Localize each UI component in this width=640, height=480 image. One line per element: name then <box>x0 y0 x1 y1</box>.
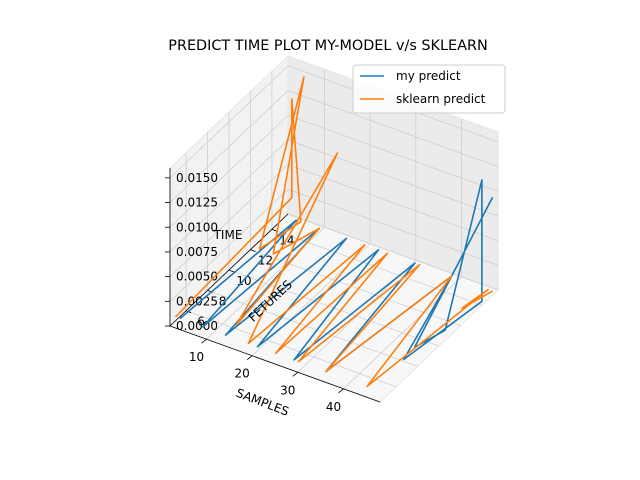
y-tick <box>271 228 278 232</box>
gridline-z-wall <box>169 189 289 302</box>
x-tick <box>201 338 207 344</box>
gridline-y-floor <box>207 289 418 367</box>
x-tick <box>338 388 344 394</box>
x-tick-label: 20 <box>235 367 250 381</box>
ticks: 10203040681012140.00000.00250.00500.0075… <box>165 171 344 414</box>
gridline-z-wall <box>169 114 289 228</box>
gridline-z-wall <box>287 213 499 291</box>
legend-label-my-predict: my predict <box>396 69 461 83</box>
series-line-my-predict <box>179 179 494 373</box>
z-tick-label: 0.0100 <box>176 220 218 234</box>
x-tick-label: 40 <box>326 400 341 414</box>
gridline-z-wall <box>287 90 499 167</box>
z-tick-label: 0.0075 <box>176 245 218 259</box>
gridline-z-wall <box>169 139 289 253</box>
x-tick-label: 30 <box>280 383 295 397</box>
z-tick-label: 0.0000 <box>176 319 218 333</box>
z-tick-label: 0.0125 <box>176 196 218 210</box>
gridline-z-wall <box>287 139 499 217</box>
x-axis-line <box>169 325 381 403</box>
y-tick <box>228 269 235 273</box>
gridline-z-wall <box>169 164 289 277</box>
gridline-y-floor <box>185 310 397 388</box>
z-tick-label: 0.0050 <box>176 270 218 284</box>
x-tick <box>292 371 299 377</box>
legend-label-sklearn-predict: sklearn predict <box>396 92 486 106</box>
series-line-sklearn-predict <box>174 76 493 388</box>
x-tick <box>246 355 253 361</box>
legend-frame <box>352 64 506 114</box>
x-tick-label: 10 <box>189 350 204 364</box>
series-layer <box>174 76 494 388</box>
z-axis-label: TIME <box>213 228 243 242</box>
z-tick-label: 0.0150 <box>176 171 218 185</box>
y-tick-label: 8 <box>219 294 227 308</box>
y-tick <box>250 249 256 253</box>
y-tick-label: 12 <box>258 254 273 268</box>
gridline-z-wall <box>169 65 289 179</box>
legend: my predict sklearn predict <box>352 64 506 114</box>
gridline-z-wall <box>169 90 289 203</box>
chart-title: PREDICT TIME PLOT MY-MODEL v/s SKLEARN <box>168 38 487 54</box>
gridline-z-wall <box>287 114 499 192</box>
z-tick-label: 0.0025 <box>176 294 218 308</box>
y-tick-label: 6 <box>197 315 205 329</box>
